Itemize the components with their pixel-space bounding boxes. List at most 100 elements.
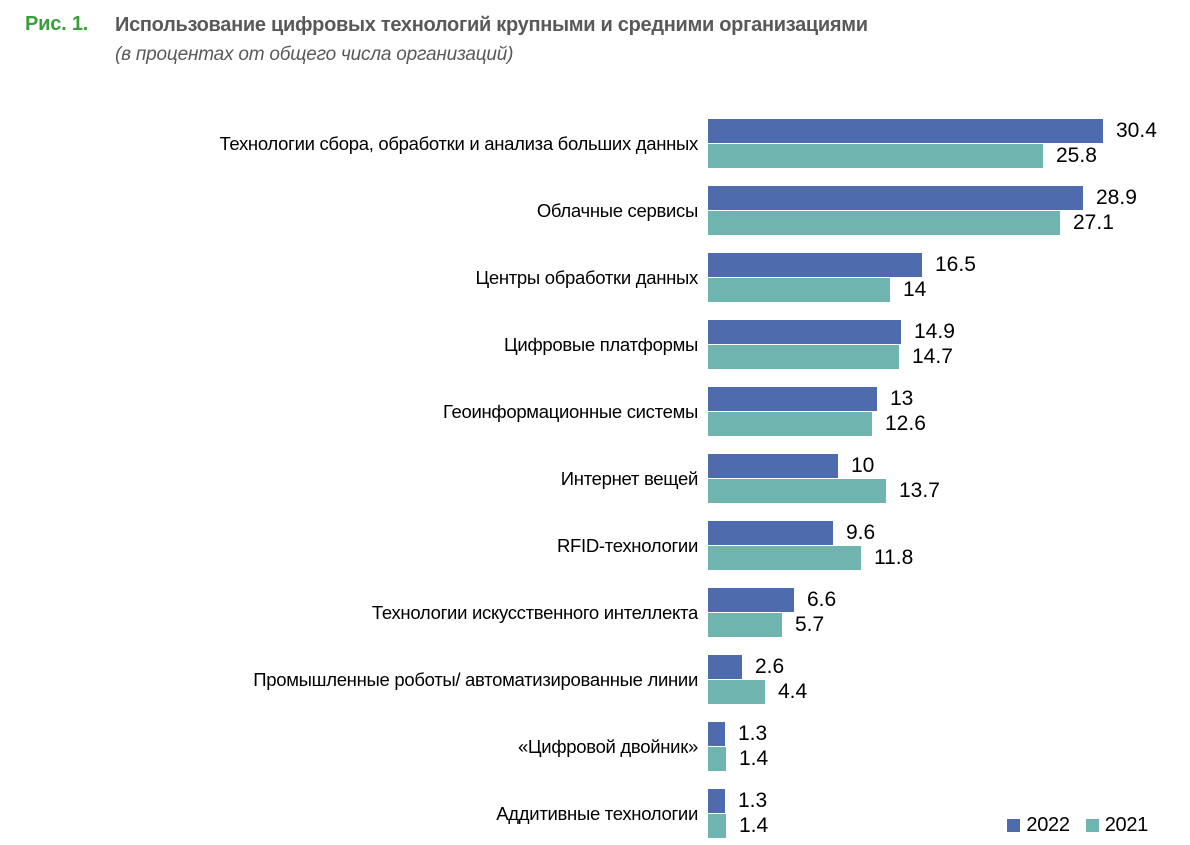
- figure-titles: Использование цифровых технологий крупны…: [115, 13, 1170, 66]
- bar-2022: [708, 387, 877, 411]
- bar-2022: [708, 521, 833, 545]
- bar-2021: [708, 278, 890, 302]
- legend-swatch-icon: [1085, 819, 1099, 832]
- bar-line-2022: 9.6: [708, 521, 1178, 545]
- chart-row: Облачные сервисы 28.9 27.1: [0, 186, 1178, 235]
- bar-line-2022: 16.5: [708, 253, 1178, 277]
- chart-row: «Цифровой двойник» 1.3 1.4: [0, 722, 1178, 771]
- legend-swatch-icon: [1007, 819, 1021, 832]
- bar-2021: [708, 546, 861, 570]
- chart-row: Геоинформационные системы 13 12.6: [0, 387, 1178, 436]
- bar-line-2022: 13: [708, 387, 1178, 411]
- chart-row: Цифровые платформы 14.9 14.7: [0, 320, 1178, 369]
- bar-line-2021: 1.4: [708, 814, 1178, 838]
- bar-line-2021: 1.4: [708, 747, 1178, 771]
- value-label-2022: 10: [851, 454, 875, 477]
- chart-row: Технологии сбора, обработки и анализа бо…: [0, 119, 1178, 168]
- value-label-2021: 11.8: [874, 546, 914, 569]
- bar-line-2022: 30.4: [708, 119, 1178, 143]
- bar-2021: [708, 613, 782, 637]
- bar-2021: [708, 814, 726, 838]
- bar-line-2022: 1.3: [708, 722, 1178, 746]
- value-label-2022: 2.6: [755, 655, 785, 678]
- bar-line-2021: 4.4: [708, 680, 1178, 704]
- figure-header: Рис. 1. Использование цифровых технологи…: [0, 0, 1190, 66]
- legend-label: 2022: [1026, 814, 1070, 836]
- value-label-2021: 27.1: [1073, 211, 1114, 234]
- bar-2022: [708, 454, 838, 478]
- bar-group: 30.4 25.8: [708, 119, 1178, 168]
- value-label-2022: 14.9: [914, 320, 955, 343]
- bar-line-2022: 6.6: [708, 588, 1178, 612]
- chart-row: Аддитивные технологии 1.3 1.4: [0, 789, 1178, 838]
- category-label: Интернет вещей: [560, 467, 699, 489]
- value-label-2021: 14: [903, 278, 927, 301]
- bar-2022: [708, 722, 725, 746]
- value-label-2021: 5.7: [795, 613, 825, 636]
- bar-group: 13 12.6: [708, 387, 1178, 436]
- bar-2021: [708, 211, 1060, 235]
- category-label: RFID-технологии: [556, 534, 698, 556]
- bar-group: 1.3 1.4: [708, 789, 1178, 838]
- category-label: Технологии искусственного интеллекта: [371, 601, 698, 623]
- bar-group: 28.9 27.1: [708, 186, 1178, 235]
- bar-line-2021: 11.8: [708, 546, 1178, 570]
- bar-2022: [708, 186, 1083, 210]
- chart-row: Технологии искусственного интеллекта 6.6 5…: [0, 588, 1178, 637]
- legend-label: 2021: [1104, 814, 1149, 836]
- legend-item-2021: 2021: [1085, 814, 1149, 837]
- category-label: «Цифровой двойник»: [517, 735, 698, 757]
- value-label-2021: 14.7: [912, 345, 953, 368]
- bar-group: 14.9 14.7: [708, 320, 1178, 369]
- value-label-2022: 28.9: [1096, 186, 1137, 209]
- bar-2021: [708, 144, 1043, 168]
- bar-line-2021: 27.1: [708, 211, 1178, 235]
- bar-2022: [708, 588, 794, 612]
- horizontal-bar-chart: Технологии сбора, обработки и анализа бо…: [0, 119, 1178, 845]
- value-label-2021: 13.7: [899, 479, 940, 502]
- legend-item-2022: 2022: [1007, 814, 1070, 837]
- chart-legend: 2022 2021: [1007, 814, 1148, 837]
- category-label: Геоинформационные системы: [443, 400, 698, 422]
- category-label: Центры обработки данных: [475, 266, 698, 288]
- chart-row: Интернет вещей 10 13.7: [0, 454, 1178, 503]
- bar-2021: [708, 412, 872, 436]
- value-label-2022: 16.5: [935, 253, 976, 276]
- value-label-2022: 6.6: [807, 588, 837, 611]
- bar-line-2022: 10: [708, 454, 1178, 478]
- value-label-2021: 25.8: [1056, 144, 1097, 167]
- bar-group: 6.6 5.7: [708, 588, 1178, 637]
- value-label-2021: 1.4: [739, 814, 769, 837]
- chart-row: Промышленные роботы/ автоматизированные …: [0, 655, 1178, 704]
- bar-line-2022: 14.9: [708, 320, 1178, 344]
- bar-2022: [708, 119, 1103, 143]
- bar-2022: [708, 253, 922, 277]
- category-label: Цифровые платформы: [504, 333, 698, 355]
- bar-group: 16.5 14: [708, 253, 1178, 302]
- bar-group: 2.6 4.4: [708, 655, 1178, 704]
- figure-title: Использование цифровых технологий крупны…: [115, 14, 868, 36]
- bar-line-2022: 2.6: [708, 655, 1178, 679]
- figure-number-label: Рис. 1.: [25, 13, 89, 35]
- bar-2021: [708, 747, 726, 771]
- bar-2022: [708, 320, 901, 344]
- category-label: Технологии сбора, обработки и анализа бо…: [219, 132, 698, 154]
- bar-2021: [708, 680, 765, 704]
- value-label-2022: 30.4: [1116, 119, 1157, 142]
- chart-row: RFID-технологии 9.6 11.8: [0, 521, 1178, 570]
- value-label-2022: 1.3: [738, 789, 768, 812]
- bar-line-2021: 13.7: [708, 479, 1178, 503]
- bar-line-2021: 14: [708, 278, 1178, 302]
- bar-line-2021: 25.8: [708, 144, 1178, 168]
- bar-2022: [708, 655, 742, 679]
- bar-2021: [708, 479, 886, 503]
- chart-row: Центры обработки данных 16.5 14: [0, 253, 1178, 302]
- category-label: Промышленные роботы/ автоматизированные …: [253, 668, 698, 690]
- value-label-2022: 13: [890, 387, 914, 410]
- bar-group: 10 13.7: [708, 454, 1178, 503]
- bar-line-2021: 12.6: [708, 412, 1178, 436]
- bar-line-2022: 1.3: [708, 789, 1178, 813]
- category-label: Облачные сервисы: [536, 199, 698, 221]
- value-label-2021: 1.4: [739, 747, 769, 770]
